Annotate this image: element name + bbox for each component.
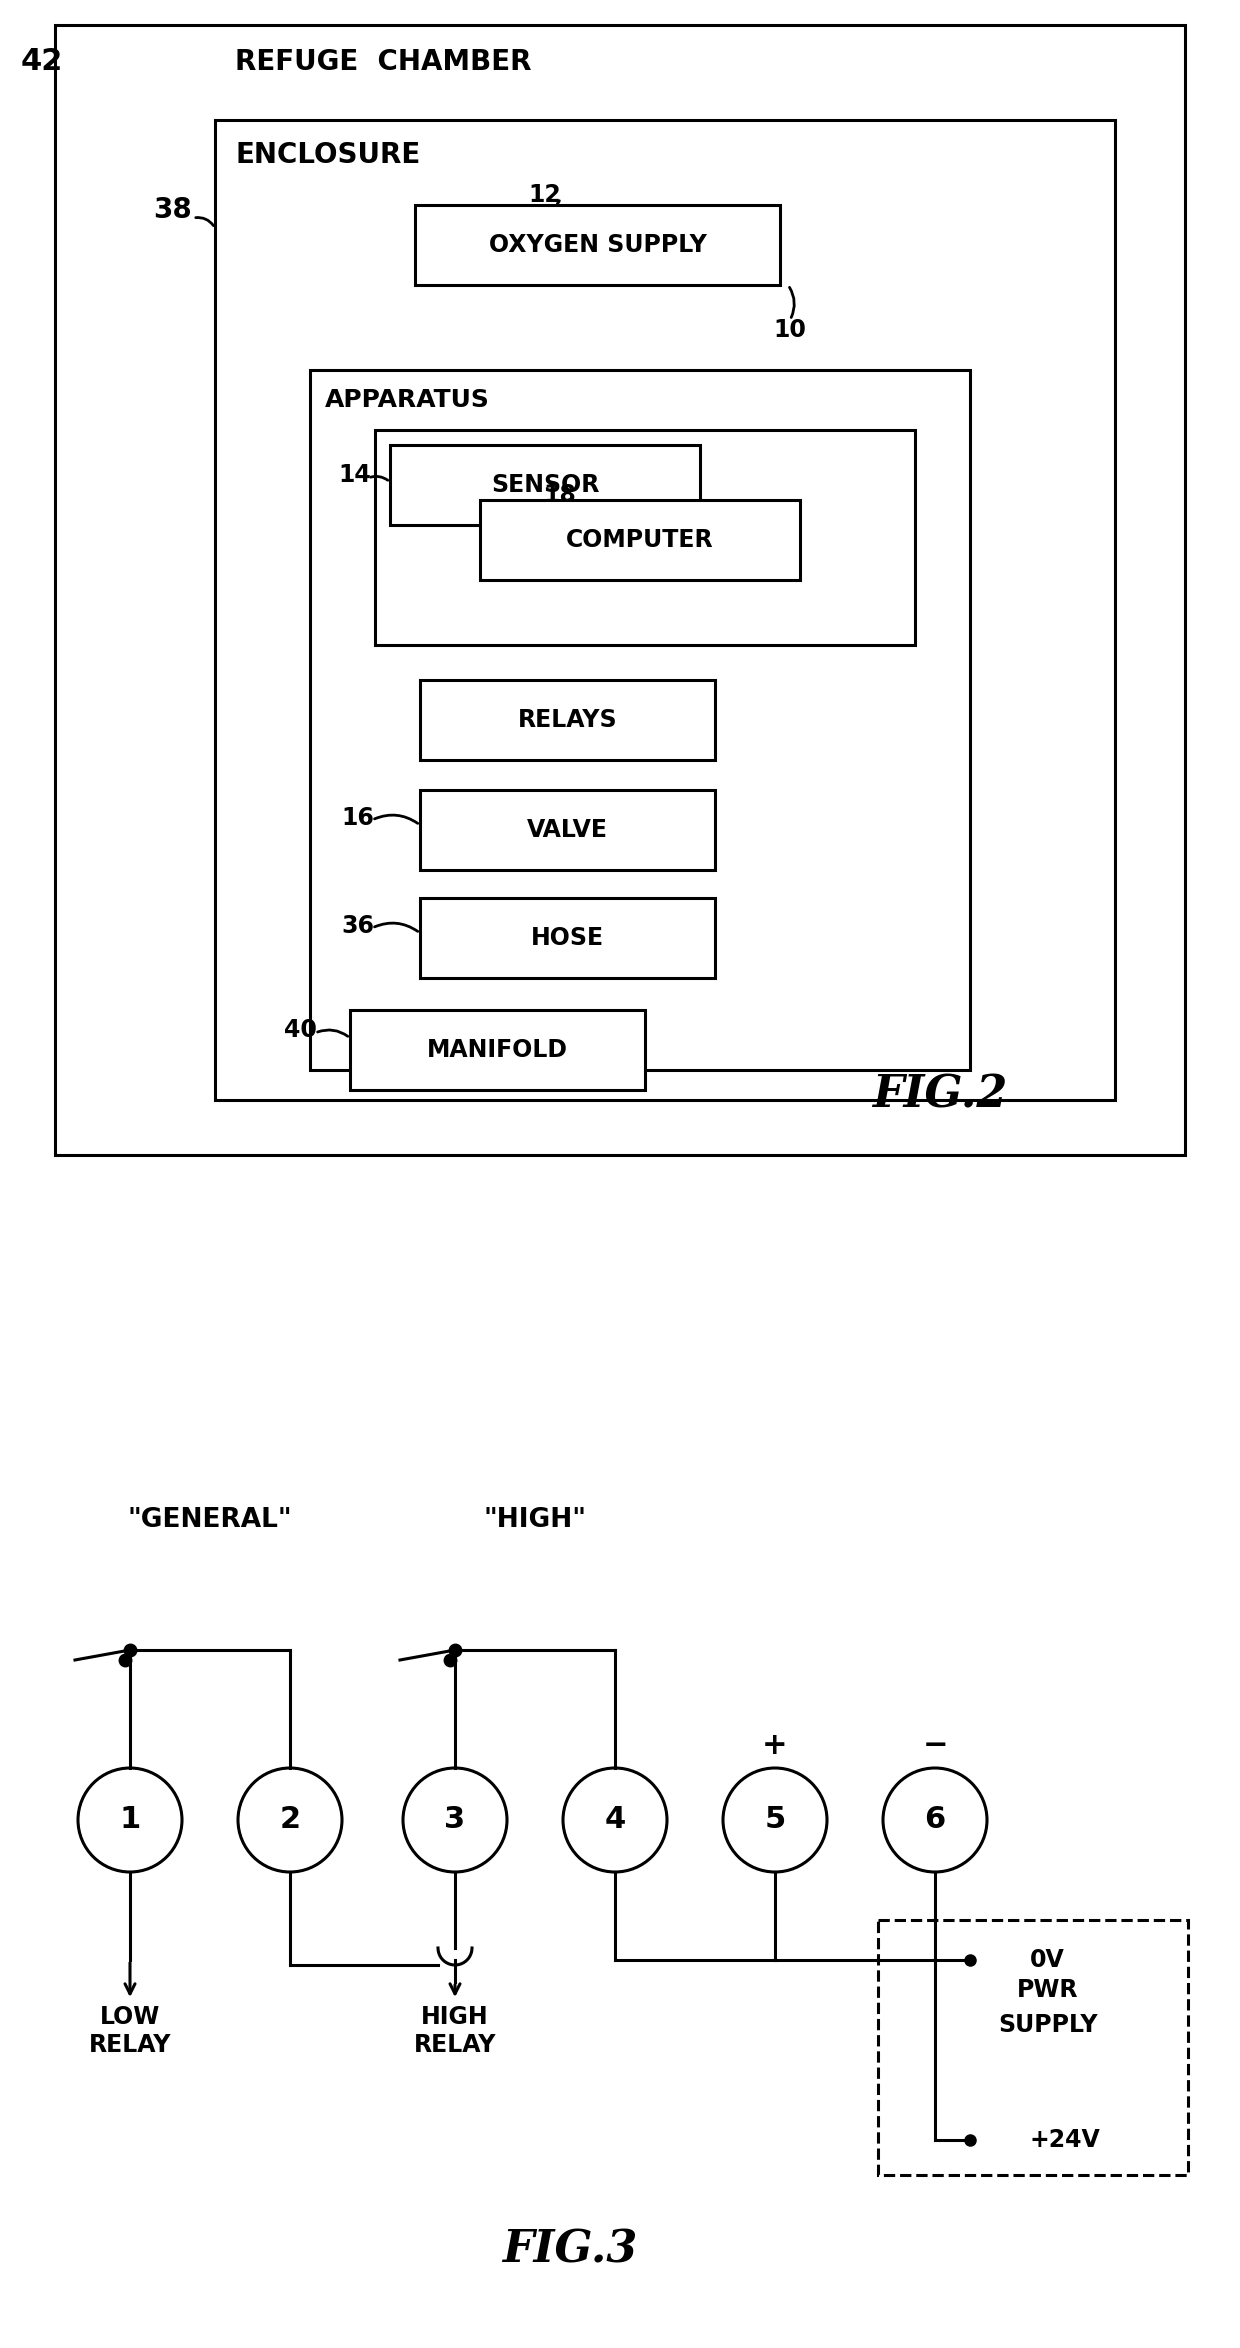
Text: 1: 1 [119, 1806, 140, 1834]
Text: OXYGEN SUPPLY: OXYGEN SUPPLY [489, 232, 707, 256]
Text: 36: 36 [341, 913, 374, 937]
Text: 10: 10 [774, 317, 806, 343]
Bar [310, 371, 970, 1071]
Bar [391, 446, 701, 526]
Text: 14: 14 [339, 463, 371, 486]
Text: "GENERAL": "GENERAL" [128, 1507, 293, 1533]
Text: +: + [763, 1730, 787, 1759]
Bar [420, 897, 715, 979]
Text: COMPUTER: COMPUTER [567, 528, 714, 552]
Circle shape [723, 1768, 827, 1871]
Text: REFUGE  CHAMBER: REFUGE CHAMBER [236, 47, 532, 75]
Text: 4: 4 [604, 1806, 626, 1834]
Text: MANIFOLD: MANIFOLD [427, 1038, 568, 1061]
Text: HOSE: HOSE [531, 925, 604, 951]
Bar [350, 1010, 645, 1089]
Bar [374, 430, 915, 646]
Text: 12: 12 [528, 183, 562, 207]
Text: 42: 42 [21, 47, 63, 77]
Text: APPARATUS: APPARATUS [325, 387, 490, 411]
Circle shape [403, 1768, 507, 1871]
Text: 0V: 0V [1030, 1949, 1065, 1972]
Bar [415, 204, 780, 284]
Text: 2: 2 [279, 1806, 300, 1834]
Circle shape [563, 1768, 667, 1871]
Text: HIGH
RELAY: HIGH RELAY [414, 2005, 496, 2057]
Text: FIG.3: FIG.3 [502, 2228, 637, 2271]
Text: ENCLOSURE: ENCLOSURE [236, 141, 420, 169]
Bar [420, 789, 715, 871]
Text: −: − [923, 1730, 947, 1759]
Circle shape [883, 1768, 987, 1871]
Text: +24V: +24V [1030, 2127, 1101, 2153]
Bar [55, 26, 1185, 1155]
Text: 5: 5 [764, 1806, 786, 1834]
Text: FIG.2: FIG.2 [872, 1073, 1008, 1118]
Text: 16: 16 [341, 805, 374, 829]
Text: VALVE: VALVE [527, 817, 608, 843]
Text: SENSOR: SENSOR [491, 472, 599, 498]
Text: 6: 6 [924, 1806, 946, 1834]
Text: RELAYS: RELAYS [517, 709, 618, 733]
Text: PWR: PWR [1017, 1977, 1079, 2003]
Text: 18: 18 [543, 484, 577, 507]
Bar [878, 1921, 1188, 2174]
Text: 40: 40 [284, 1019, 316, 1043]
Bar [420, 681, 715, 761]
Bar [215, 120, 1115, 1099]
Text: 38: 38 [154, 195, 192, 223]
Circle shape [238, 1768, 342, 1871]
Text: "HIGH": "HIGH" [484, 1507, 587, 1533]
Bar [480, 500, 800, 580]
Text: LOW
RELAY: LOW RELAY [89, 2005, 171, 2057]
Text: SUPPLY: SUPPLY [998, 2012, 1097, 2038]
Circle shape [78, 1768, 182, 1871]
Text: 3: 3 [444, 1806, 465, 1834]
